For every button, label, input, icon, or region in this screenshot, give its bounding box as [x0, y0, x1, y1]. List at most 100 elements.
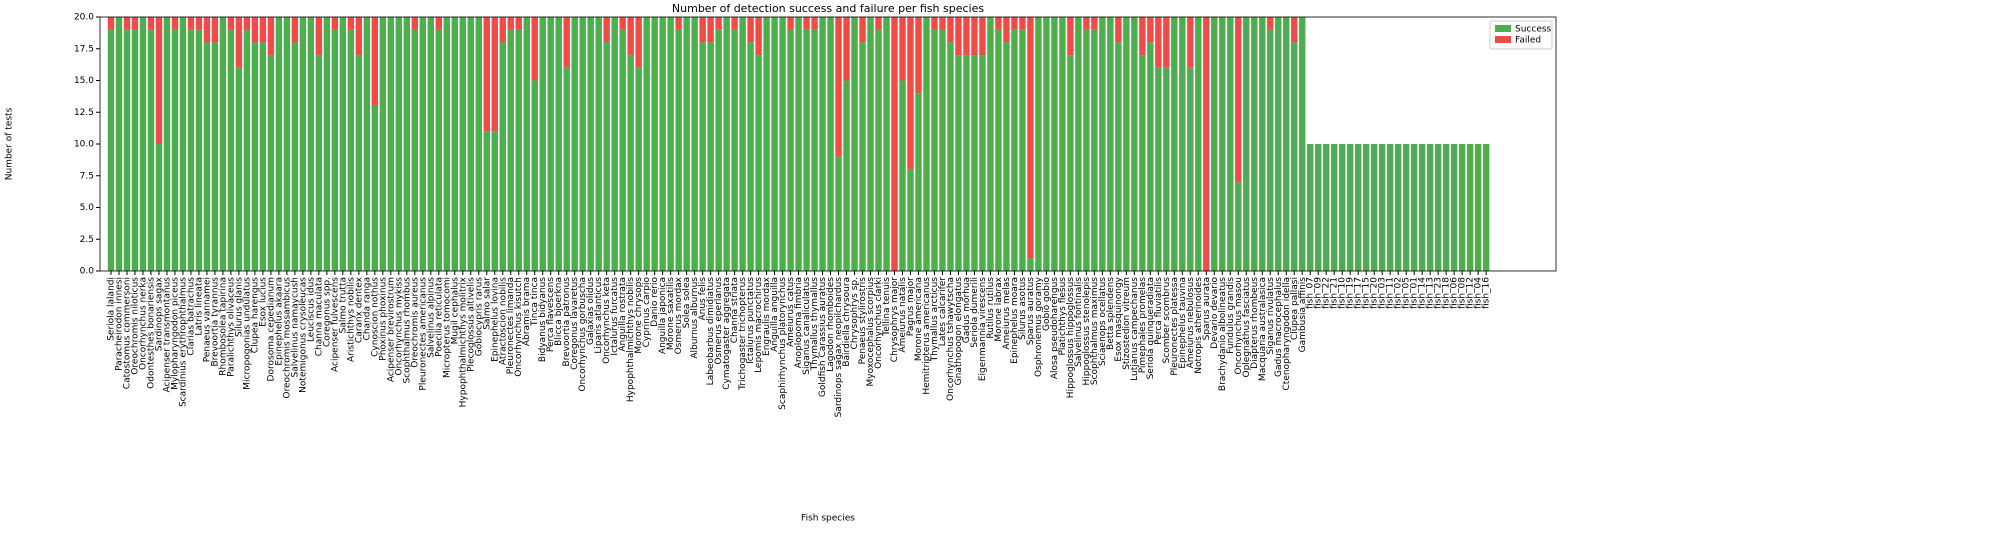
x-tick-label: Ameiurus natalis [898, 277, 908, 353]
x-tick-label: fish_11 [1386, 277, 1396, 309]
x-tick-label: Morone labrax [994, 276, 1004, 341]
x-tick-label: Hippoglossus hippoglossus [1066, 277, 1076, 398]
bar-segment [1091, 29, 1098, 272]
bar-segment [731, 17, 738, 30]
bar-segment [1331, 144, 1338, 271]
x-tick-label: Bairdiella chrysoura [842, 277, 852, 367]
x-tick-label: fish_17 [1354, 277, 1364, 309]
bar-segment [315, 55, 323, 271]
bar-segment [235, 17, 243, 68]
bar-segment [1043, 17, 1050, 271]
bar-segment [507, 29, 514, 272]
bar-segment [371, 17, 379, 106]
bar-segment [1482, 144, 1490, 271]
bar-segment [171, 29, 179, 272]
x-tick-label: Eigenmannia virescens [978, 277, 988, 381]
bar-segment [699, 42, 706, 272]
chart-title: Number of detection success and failure … [672, 2, 984, 15]
x-tick-label: Penaeus stylirostris [858, 277, 868, 365]
bar-segment [1163, 67, 1170, 271]
x-tick-label: Salmo trutta [338, 277, 348, 333]
y-tick-label: 10.0 [74, 140, 94, 150]
x-tick-label: fish_16 [1482, 277, 1492, 309]
x-tick-label: Galaxias olidus [586, 277, 596, 345]
x-tick-label: Alosa pseudoharengus [1050, 277, 1060, 379]
bar-segment [355, 17, 363, 56]
bar-segment [123, 17, 131, 30]
x-tick-label: Alburnus alburnus [690, 277, 700, 359]
x-tick-label: Pimephales promelas [1138, 277, 1148, 374]
x-tick-label: Scophthalmus maximus [1090, 277, 1100, 385]
x-tick-label: Oplegnathus fasciatus [1242, 277, 1252, 378]
x-tick-label: Cymatogaster aggregata [722, 277, 732, 390]
x-tick-label: Pleuronectes platessa [1170, 277, 1180, 376]
bar-segment [1003, 17, 1010, 43]
bar-segment [1267, 29, 1274, 272]
bar-segment [1011, 29, 1018, 272]
bar-segment [115, 17, 123, 271]
x-tick-label: Clupea pallasi [1290, 277, 1300, 340]
bar-segment [1171, 17, 1178, 271]
x-tick-label: fish_01 [1410, 277, 1420, 309]
x-tick-label: fish_13 [1426, 277, 1436, 309]
x-tick-label: fish_03 [1378, 277, 1388, 309]
x-tick-label: Ameiurus nebulosus [1186, 277, 1196, 369]
bar-segment [507, 17, 514, 30]
bar-segment [907, 17, 914, 170]
bar-segment [707, 17, 714, 43]
bar-segment [259, 17, 267, 43]
bar-segment [475, 17, 482, 271]
x-tick-label: Morone americana [914, 277, 924, 361]
bar-segment [1123, 17, 1130, 271]
bar-segment [931, 29, 938, 272]
x-tick-label: Liparis atlanticus [594, 277, 604, 354]
bar-segment [563, 17, 570, 68]
x-tick-label: Oncorhynchus gorbuscha [578, 277, 588, 392]
bar-segment [883, 17, 890, 271]
bar-segment [595, 17, 602, 271]
x-tick-label: Hypophthalmichthys molitrix [458, 276, 468, 407]
legend-swatch [1495, 25, 1511, 32]
bar-segment [603, 42, 610, 272]
bar-segment [1147, 42, 1154, 272]
x-tick-label: Brevoortia patronus [562, 277, 572, 367]
x-tick-label: Lates calcarifer [938, 277, 948, 346]
bar-segment [1315, 144, 1322, 271]
x-tick-label: Epinephelus moara [1010, 277, 1020, 364]
bar-segment [1019, 29, 1026, 272]
x-tick-label: Rhombosolea tapirina [218, 277, 228, 376]
x-tick-label: fish_10 [1338, 277, 1348, 309]
x-tick-label: Brachydanio albolineatus [1218, 277, 1228, 391]
bar-segment [867, 17, 874, 271]
x-tick-label: Fundulus grandis [1226, 277, 1236, 354]
bar-segment [563, 67, 570, 271]
bar-segment [451, 17, 458, 271]
bar-segment [971, 55, 978, 271]
x-tick-label: Plecoglossus altivelis [466, 277, 476, 372]
x-tick-label: Acipenser brevirostrum [386, 277, 396, 382]
y-tick-label: 15.0 [74, 76, 94, 86]
bar-segment [1003, 42, 1010, 272]
bar-segment [1139, 17, 1146, 56]
x-tick-label: Clupea harengus [250, 277, 260, 353]
bar-segment [203, 42, 211, 272]
bar-segment [715, 29, 722, 272]
bar-segment [339, 17, 347, 271]
bar-segment [1027, 258, 1034, 271]
bar-segment [875, 17, 882, 30]
bar-segment [715, 17, 722, 30]
bar-segment [1394, 144, 1402, 271]
bar-segment [843, 17, 850, 81]
x-tick-label: Esox masquinongy [1114, 276, 1124, 361]
bar-segment [419, 17, 427, 271]
bar-segment [139, 17, 147, 271]
bar-segment [187, 29, 195, 272]
x-tick-label: Osmerus eperlanus [714, 277, 724, 365]
x-tick-label: Lagodon rhomboides [826, 277, 836, 372]
x-tick-label: Acipenser transmontanus [162, 277, 172, 393]
bar-segment [107, 29, 115, 272]
bar-segment [1259, 17, 1266, 271]
bar-segment [411, 29, 419, 272]
x-tick-label: fish_20 [1370, 277, 1380, 309]
x-tick-label: Salvelinus namaycush [290, 277, 300, 377]
